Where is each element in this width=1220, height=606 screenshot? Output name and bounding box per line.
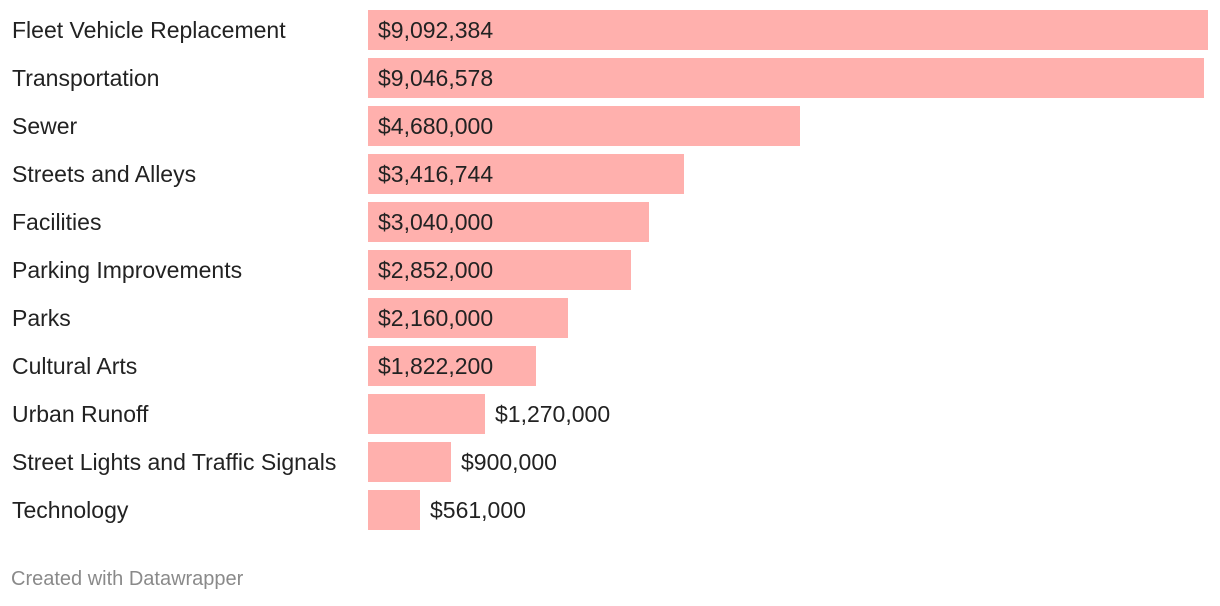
- category-label: Parks: [12, 305, 71, 331]
- bar-row: Parks $2,160,000: [0, 298, 1220, 338]
- bar-row: Street Lights and Traffic Signals $900,00…: [0, 442, 1220, 482]
- value-label: $9,046,578: [378, 65, 494, 91]
- category-label: Parking Improvements: [12, 257, 243, 283]
- bar: [368, 346, 536, 386]
- bar: [368, 106, 800, 146]
- bar: [368, 10, 1208, 50]
- value-label: $1,270,000: [495, 401, 611, 427]
- value-label: $3,040,000: [378, 209, 494, 235]
- bar-row: Transportation $9,046,578: [0, 58, 1220, 98]
- category-label: Technology: [12, 497, 129, 523]
- category-label: Urban Runoff: [12, 401, 149, 427]
- value-label: $9,092,384: [378, 17, 494, 43]
- category-label: Streets and Alleys: [12, 161, 197, 187]
- bar-row: Parking Improvements $2,852,000: [0, 250, 1220, 290]
- value-label: $3,416,744: [378, 161, 494, 187]
- bar-row: Sewer $4,680,000: [0, 106, 1220, 146]
- bar: [368, 154, 684, 194]
- bar-row: Technology $561,000: [0, 490, 1220, 530]
- bar: [368, 58, 1204, 98]
- bar-row: Urban Runoff $1,270,000: [0, 394, 1220, 434]
- value-label: $1,822,200: [378, 353, 494, 379]
- value-label: $2,160,000: [378, 305, 494, 331]
- bar-row: Cultural Arts $1,822,200: [0, 346, 1220, 386]
- bar-row: Facilities $3,040,000: [0, 202, 1220, 242]
- bar: [368, 394, 485, 434]
- bar: [368, 298, 568, 338]
- category-label: Sewer: [12, 113, 78, 139]
- category-label: Facilities: [12, 209, 102, 235]
- bar: [368, 202, 649, 242]
- value-label: $2,852,000: [378, 257, 494, 283]
- datawrapper-credit: Created with Datawrapper: [11, 568, 244, 590]
- value-label: $561,000: [430, 497, 526, 523]
- value-label: $900,000: [461, 449, 557, 475]
- category-label: Fleet Vehicle Replacement: [12, 17, 286, 43]
- category-label: Transportation: [12, 65, 160, 91]
- value-label: $4,680,000: [378, 113, 494, 139]
- bar: [368, 442, 451, 482]
- category-label: Street Lights and Traffic Signals: [12, 449, 337, 475]
- category-label: Cultural Arts: [12, 353, 138, 379]
- bar-row: Fleet Vehicle Replacement $9,092,384: [0, 10, 1220, 50]
- bar: [368, 490, 420, 530]
- bar: [368, 250, 631, 290]
- bar-chart: Fleet Vehicle Replacement $9,092,384 Trans…: [0, 10, 1220, 530]
- bar-row: Streets and Alleys $3,416,744: [0, 154, 1220, 194]
